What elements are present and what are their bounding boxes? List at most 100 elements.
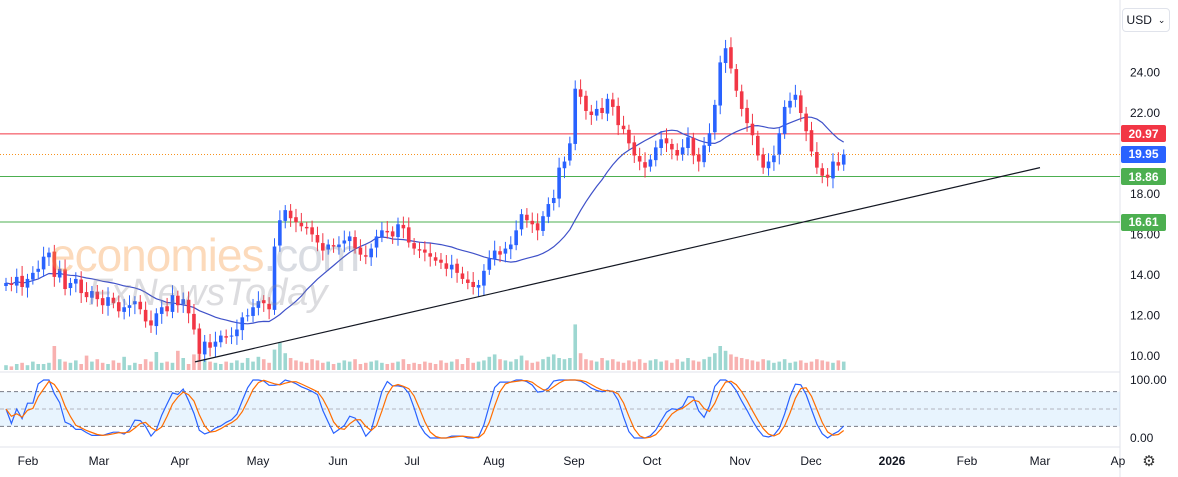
candle-body [594,108,599,116]
candle-body [116,302,121,312]
candle-body [299,222,304,227]
volume-bar [363,362,368,370]
candle-body [815,152,819,168]
volume-bar [616,361,620,370]
candle-body [149,320,153,326]
volume-bar [202,359,207,370]
candle-body [326,244,330,250]
candle-body [627,129,631,144]
volume-bar [675,359,680,370]
candle-body [664,138,669,144]
volume-bar [584,359,588,370]
volume-bar [25,365,30,370]
volume-bar [14,364,19,370]
candle-body [503,248,508,254]
volume-bar [444,362,449,370]
volume-bar [535,361,540,370]
trendline-line [194,167,1041,363]
time-tick-label: Nov [729,454,750,468]
volume-bar [766,360,771,370]
volume-bar [278,342,282,370]
currency-label: USD [1126,13,1152,27]
candle-body [707,133,712,146]
candle-body [47,252,51,258]
candle-body [143,309,148,322]
candle-body [670,143,674,150]
volume-bar [95,359,100,370]
candle-body [138,301,143,310]
time-tick-label: Sep [563,454,585,468]
volume-bar [503,360,508,370]
candle-body [568,143,572,161]
candle-body [84,292,89,298]
volume-bar [686,358,690,370]
price-tick-label: 12.00 [1130,308,1160,322]
volume-bar [745,359,749,370]
candle-body [208,342,212,348]
volume-bar [702,359,706,370]
volume-bar [632,361,637,370]
volume-bar [283,353,288,370]
time-tick-label: Jul [404,454,419,468]
stoch-tick-label: 0.00 [1130,431,1154,445]
volume-bar [9,366,14,370]
candle-body [106,297,110,306]
volume-bar [734,356,739,370]
candle-body [342,240,347,244]
time-tick-label: 2026 [879,454,906,468]
volume-bar [825,361,830,370]
candle-body [240,317,245,331]
price-badge-support: 18.86 [1121,168,1166,186]
candle-body [804,113,808,132]
volume-bar [299,361,304,370]
candle-body [439,259,443,263]
volume-bar [820,360,825,370]
currency-selector[interactable]: USD ⌄ [1122,8,1170,32]
candle-body [310,227,314,235]
volume-bar [256,356,261,370]
stochastic-panel: 100.00 0.00 [0,373,1167,445]
candle-body [337,244,341,248]
candle-body [809,130,814,152]
candle-body [165,306,169,312]
volume-bar [331,364,336,370]
volume-bar [471,362,475,370]
gear-icon[interactable]: ⚙ [1142,453,1156,470]
candle-body [122,307,126,312]
price-tick-label: 18.00 [1130,187,1160,201]
candle-body [530,220,535,225]
time-tick-label: Mar [1030,454,1051,468]
candle-body [841,154,846,165]
volume-bar [476,361,481,370]
candle-body [321,243,325,251]
volume-bar [224,361,228,370]
volume-bar [659,361,663,370]
price-badge-last: 19.95 [1121,145,1166,163]
volume-bar [4,365,8,370]
volume-bar [621,362,626,370]
candle-body [675,150,680,156]
volume-bar [557,358,561,370]
candle-body [36,268,41,272]
volume-bar [52,346,57,370]
candle-body [723,48,728,64]
candle-body [406,227,411,243]
volume-bar [412,362,416,370]
volume-bar [90,361,94,370]
candle-body [14,276,19,286]
candle-body [782,106,787,134]
candle-body [245,315,250,317]
volume-bar [272,349,277,370]
price-tick-label: 24.00 [1130,66,1160,80]
volume-bar [492,354,497,370]
candle-body [750,123,755,136]
candle-body [219,335,223,343]
volume-bar [466,358,470,370]
volume-bar [670,362,674,370]
candle-body [90,291,94,298]
candle-body [745,107,749,124]
candle-body [551,197,556,204]
volume-bar [68,362,73,370]
volume-bar [648,360,653,370]
